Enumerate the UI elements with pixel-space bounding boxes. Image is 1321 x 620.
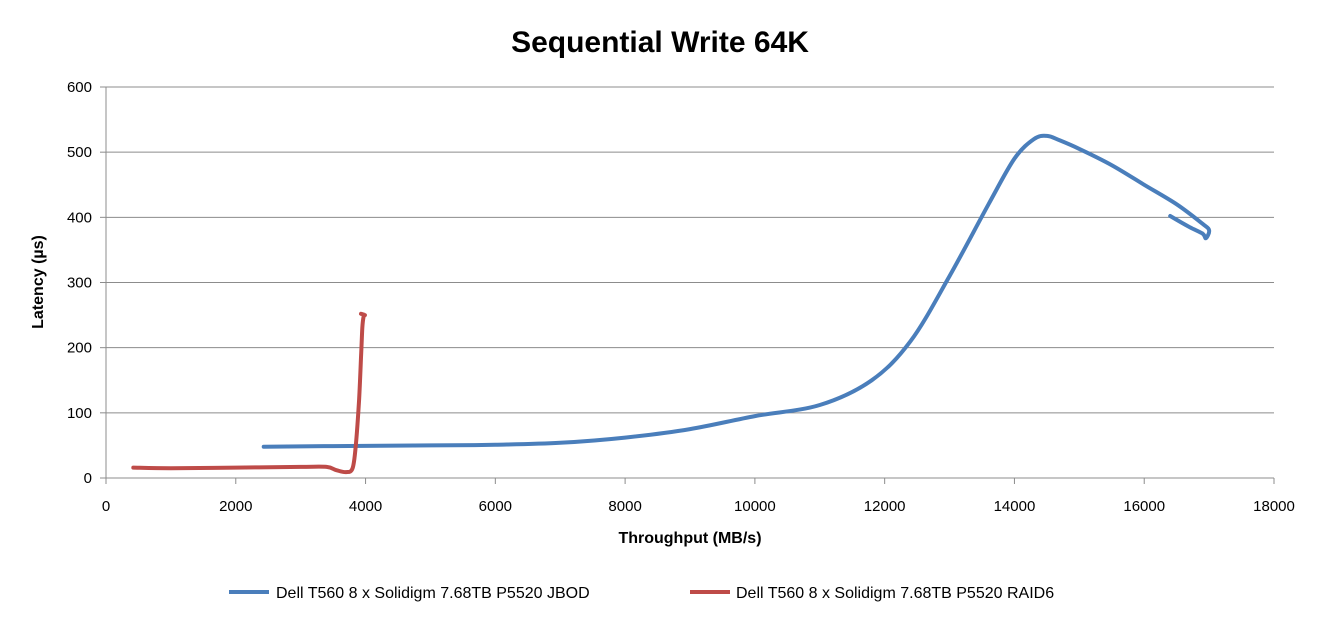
x-tick-label: 2000 xyxy=(219,498,252,515)
x-tick-label: 4000 xyxy=(349,498,382,515)
x-tick-label: 18000 xyxy=(1253,498,1295,515)
series-line-jbod xyxy=(261,133,1212,449)
y-tick-label: 0 xyxy=(84,470,92,487)
y-tick-label: 600 xyxy=(67,79,92,96)
x-tick-label: 12000 xyxy=(864,498,906,515)
legend-label-jbod: Dell T560 8 x Solidigm 7.68TB P5520 JBOD xyxy=(276,585,590,602)
x-tick-label: 6000 xyxy=(479,498,512,515)
y-tick-label: 200 xyxy=(67,340,92,357)
axes xyxy=(100,86,1275,484)
y-tick-label: 100 xyxy=(67,405,92,422)
chart-title: Sequential Write 64K xyxy=(511,26,809,59)
x-tick-label: 0 xyxy=(102,498,110,515)
x-tick-labels: 0 2000 4000 6000 8000 10000 12000 14000 16000 180… xyxy=(102,498,1295,515)
x-tick-label: 14000 xyxy=(994,498,1036,515)
legend-label-raid6: Dell T560 8 x Solidigm 7.68TB P5520 RAID… xyxy=(736,585,1054,602)
series-line-raid6 xyxy=(131,311,367,475)
legend: Dell T560 8 x Solidigm 7.68TB P5520 JBOD… xyxy=(229,585,1054,602)
y-tick-label: 400 xyxy=(67,209,92,226)
x-tick-label: 8000 xyxy=(608,498,641,515)
x-tick-label: 16000 xyxy=(1123,498,1165,515)
gridlines xyxy=(106,86,1274,414)
y-tick-label: 500 xyxy=(67,144,92,161)
y-tick-label: 300 xyxy=(67,275,92,292)
y-tick-labels: 0 100 200 300 400 500 600 xyxy=(67,79,92,487)
y-axis-label: Latency (µs) xyxy=(30,235,47,329)
x-axis-label: Throughput (MB/s) xyxy=(618,530,761,547)
x-tick-label: 10000 xyxy=(734,498,776,515)
plot-area xyxy=(131,133,1212,475)
